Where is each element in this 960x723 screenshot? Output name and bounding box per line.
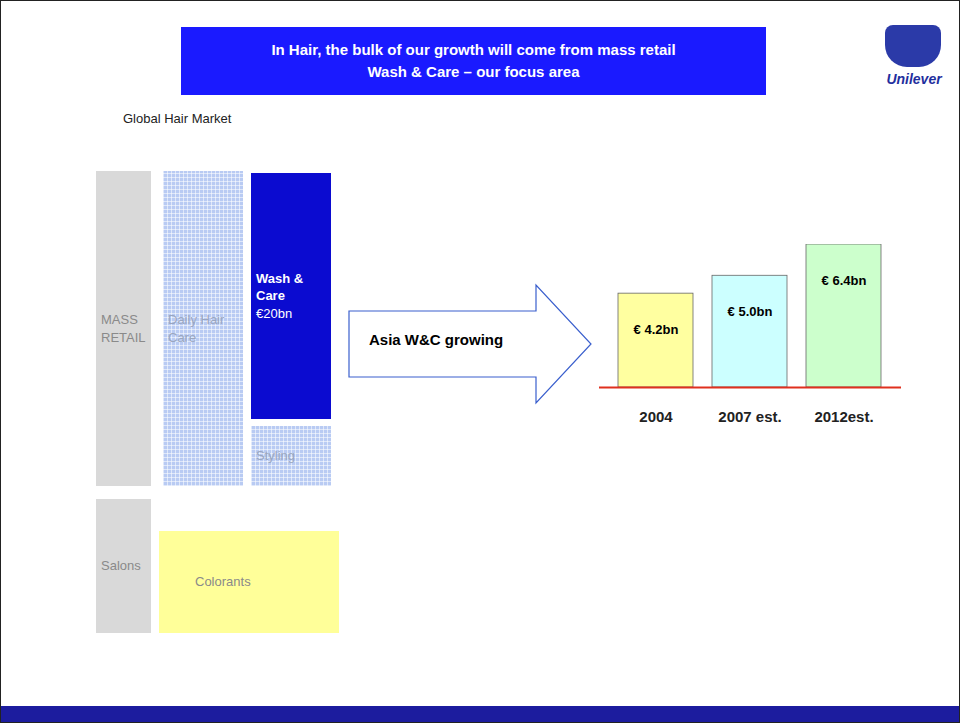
svg-text:€ 4.2bn: € 4.2bn (634, 322, 679, 337)
svg-text:€ 5.0bn: € 5.0bn (728, 304, 773, 319)
html-text:Wash & Care: Wash & Care (256, 270, 304, 304)
html-text:Colorants: Colorants (195, 574, 251, 590)
html-text:In Hair, the bulk of our growt: In Hair, the bulk of our growth will com… (271, 41, 676, 80)
html-text:Daily Hair Care: Daily Hair Care (168, 312, 225, 345)
svg-text:€ 6.4bn: € 6.4bn (822, 273, 867, 288)
html-text:MASS RETAIL: MASS RETAIL (101, 312, 146, 345)
html-text:€20bn: €20bn (256, 305, 293, 321)
html-text:Unilever: Unilever (886, 71, 942, 87)
html-text:Asia W&C growing: Asia W&C growing (369, 331, 504, 348)
svg-text:2012est.: 2012est. (814, 408, 873, 425)
html-text:Salons: Salons (101, 558, 141, 574)
html-text:Global Hair Market: Global Hair Market (123, 111, 232, 126)
html-text:Styling: Styling (256, 448, 295, 464)
svg-text:2004: 2004 (639, 408, 673, 425)
svg-text:2007 est.: 2007 est. (718, 408, 781, 425)
